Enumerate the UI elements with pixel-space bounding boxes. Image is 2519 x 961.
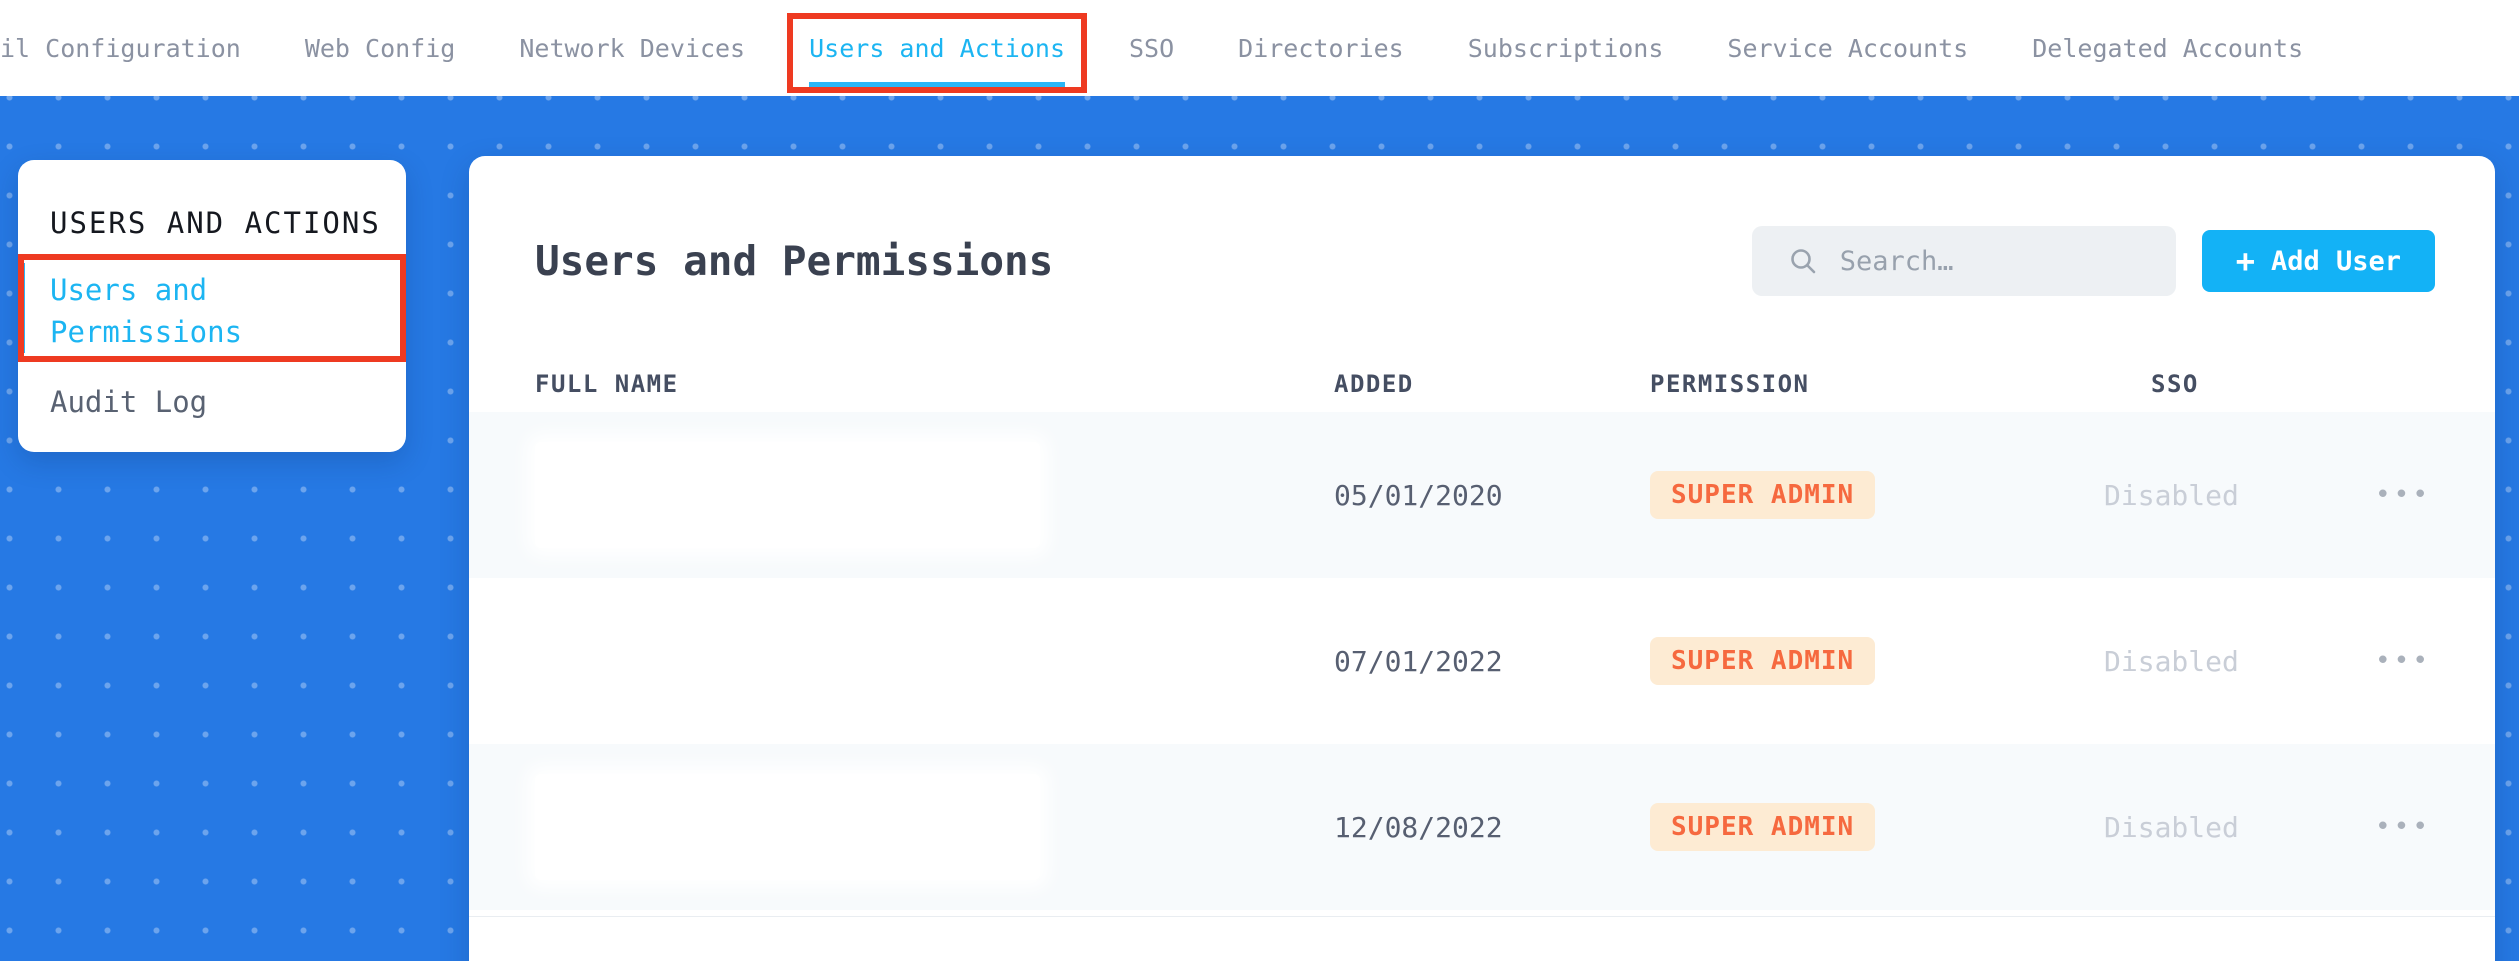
tab-web-config[interactable]: Web Config (304, 33, 456, 63)
redacted-full-name (535, 608, 1040, 714)
sso-status: Disabled (2104, 644, 2239, 678)
header-actions: + Add User (1751, 226, 2435, 296)
sidebar-item-users-and-permissions-label: Users and Permissions (50, 273, 243, 349)
table-row: 12/08/2022 SUPER ADMIN Disabled ••• (469, 744, 2495, 910)
search-icon (1790, 249, 1815, 274)
table-row: 07/01/2022 SUPER ADMIN Disabled ••• (469, 578, 2495, 744)
active-tab-underline (809, 82, 1065, 91)
tab-service-accounts[interactable]: Service Accounts (1727, 33, 1969, 63)
selected-indicator-bar (18, 263, 25, 353)
add-user-label: Add User (2270, 245, 2401, 277)
sidebar-title: USERS AND ACTIONS (50, 206, 381, 240)
column-header-added: ADDED (1334, 370, 1414, 398)
redacted-full-name (535, 774, 1040, 880)
add-user-button[interactable]: + Add User (2201, 230, 2435, 292)
permission-badge: SUPER ADMIN (1650, 637, 1876, 685)
added-date: 12/08/2022 (1334, 810, 1503, 844)
added-date: 05/01/2020 (1334, 478, 1503, 512)
tab-network-devices[interactable]: Network Devices (519, 33, 746, 63)
tab-sso[interactable]: SSO (1129, 33, 1175, 63)
tab-users-and-actions-label: Users and Actions (809, 33, 1065, 63)
sso-status: Disabled (2104, 810, 2239, 844)
tab-subscriptions[interactable]: Subscriptions (1467, 33, 1664, 63)
column-header-permission: PERMISSION (1650, 370, 1810, 398)
table-row: 05/01/2020 SUPER ADMIN Disabled ••• (469, 412, 2495, 578)
column-header-sso: SSO (2151, 370, 2199, 398)
sso-status: Disabled (2104, 478, 2239, 512)
table-bottom-divider (469, 916, 2495, 917)
table-header-row: FULL NAME ADDED PERMISSION SSO (469, 356, 2495, 412)
card-header: Users and Permissions + Add User (469, 156, 2495, 296)
search-input[interactable] (1839, 245, 2140, 277)
row-actions-menu-icon[interactable]: ••• (2375, 480, 2431, 510)
added-date: 07/01/2022 (1334, 644, 1503, 678)
redacted-full-name (535, 442, 1040, 548)
tab-configuration[interactable]: il Configuration (0, 33, 241, 63)
tab-directories[interactable]: Directories (1238, 33, 1404, 63)
column-header-full-name: FULL NAME (535, 370, 679, 398)
sidebar-item-audit-log[interactable]: Audit Log (50, 385, 208, 419)
row-actions-menu-icon[interactable]: ••• (2375, 646, 2431, 676)
tab-users-and-actions[interactable]: Users and Actions (787, 0, 1087, 96)
sidebar-item-users-and-permissions[interactable]: Users and Permissions (18, 254, 406, 362)
plus-icon: + (2235, 242, 2255, 280)
sidebar-card: USERS AND ACTIONS Users and Permissions … (18, 160, 406, 452)
page-title: Users and Permissions (535, 237, 1054, 285)
search-box[interactable] (1751, 226, 2176, 296)
permission-badge: SUPER ADMIN (1650, 471, 1876, 519)
tab-delegated-accounts[interactable]: Delegated Accounts (2032, 33, 2304, 63)
row-actions-menu-icon[interactable]: ••• (2375, 812, 2431, 842)
permission-badge: SUPER ADMIN (1650, 803, 1876, 851)
users-permissions-card: Users and Permissions + Add User FULL NA… (469, 156, 2495, 961)
top-tab-bar: il Configuration Web Config Network Devi… (0, 0, 2519, 96)
